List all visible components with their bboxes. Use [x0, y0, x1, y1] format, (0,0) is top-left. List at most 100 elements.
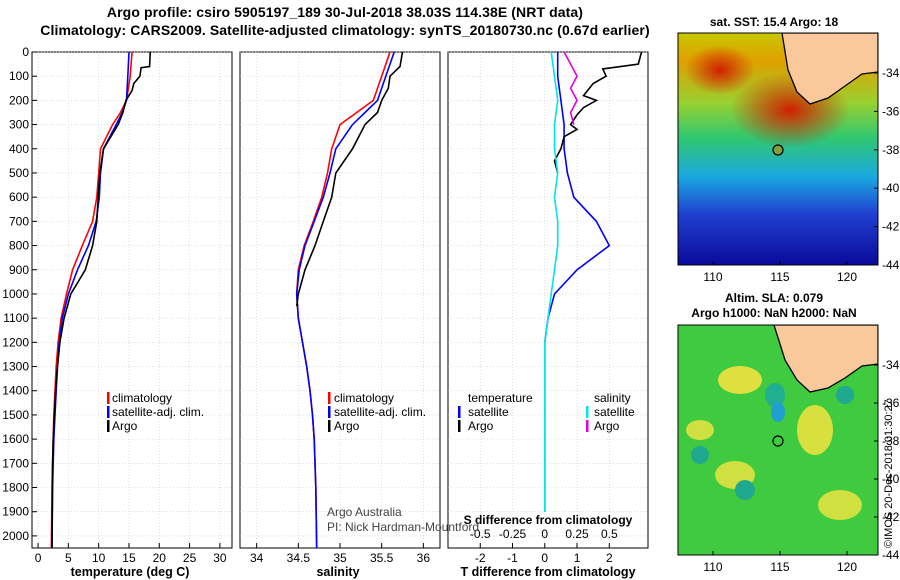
legend-satellite-label: satellite-adj. clim. [334, 405, 426, 419]
legend-temp-argo-label: Argo [468, 419, 494, 433]
legend-temp-satellite-label: satellite [468, 405, 509, 419]
sla-anomaly [771, 402, 785, 422]
x-tick-label: 2 [606, 551, 613, 565]
x-tick-label: 0 [541, 551, 548, 565]
map-lon-label: 120 [837, 560, 857, 574]
x-tick-label: 30 [213, 551, 227, 565]
sst-map: sat. SST: 15.4 Argo: 18 -34 -36 -38 -40 -42 -… [677, 15, 900, 284]
series-line-2 [295, 51, 395, 549]
series-line-1 [50, 51, 133, 549]
x-tick-label: 0 [35, 551, 42, 565]
y-tick-label: 900 [9, 263, 29, 277]
legend-argo-label: Argo [334, 419, 360, 433]
sla-anomaly [718, 366, 762, 394]
x-tick-label: 34 [250, 551, 264, 565]
map-lat-label: -44 [882, 548, 900, 562]
map-lon-label: 110 [703, 560, 722, 574]
y-tick-label: 1600 [2, 432, 29, 446]
legend-satellite-swatch [328, 406, 331, 418]
legend-climatology-label: climatology [112, 391, 172, 405]
y-tick-label: 0 [22, 45, 29, 59]
sst-map-title: sat. SST: 15.4 Argo: 18 [710, 15, 839, 29]
y-tick-label: 2000 [2, 529, 29, 543]
legend-climatology-label: climatology [334, 391, 394, 405]
x-tick-label: 5 [65, 551, 72, 565]
map-lon-label: 115 [770, 560, 789, 574]
x2-tick-label: -0.25 [499, 527, 527, 541]
map-lat-label: -36 [882, 396, 900, 410]
x-tick-label: 20 [153, 551, 167, 565]
y-tick-label: 1400 [2, 384, 29, 398]
x-tick-label: 36 [417, 551, 431, 565]
y-tick-label: 1900 [2, 505, 29, 519]
series-line-4 [563, 51, 578, 125]
map-lat-label: -40 [882, 181, 900, 195]
figure-title-line2: Climatology: CARS2009. Satellite-adjuste… [40, 22, 650, 38]
x-tick-label: -2 [475, 551, 486, 565]
credit-line2: PI: Nick Hardman-Mountford [327, 520, 479, 534]
y-tick-label: 100 [9, 69, 29, 83]
sla-anomaly [765, 383, 785, 407]
sla-anomaly [836, 386, 854, 404]
x-tick-label: 35.5 [370, 551, 394, 565]
legend-salinity-title: salinity [594, 391, 631, 405]
x2-tick-label: 0 [541, 527, 548, 541]
map-lat-label: -34 [882, 358, 900, 372]
y-tick-label: 1500 [2, 408, 29, 422]
sla-map-subtitle: Argo h1000: NaN h2000: NaN [691, 306, 856, 320]
difference-legend: temperature satellite Argo salinity sate… [458, 391, 635, 433]
legend-temperature-title: temperature [468, 391, 533, 405]
temperature-legend: climatology satellite-adj. clim. Argo [107, 391, 204, 433]
legend-sal-satellite-label: satellite [594, 405, 635, 419]
y-tick-label: 700 [9, 214, 29, 228]
series-line-3 [51, 51, 151, 549]
x-tick-label: 15 [122, 551, 136, 565]
sla-anomaly [691, 446, 709, 464]
sla-anomaly [797, 405, 833, 455]
y-tick-label: 600 [9, 190, 29, 204]
series-line-3 [543, 51, 559, 512]
y-tick-label: 200 [9, 93, 29, 107]
sla-map-title: Altim. SLA: 0.079 [725, 291, 823, 305]
map-lon-label: 115 [770, 270, 789, 284]
map-lat-label: -38 [882, 143, 900, 157]
x-tick-label: -1 [507, 551, 518, 565]
x-tick-label: 35 [333, 551, 347, 565]
difference-axes-frame [447, 51, 649, 549]
legend-temp-argo-swatch [458, 420, 461, 432]
sla-land [773, 325, 878, 393]
x2-tick-label: -0.5 [470, 527, 491, 541]
y-tick-label: 1000 [2, 287, 29, 301]
map-lat-label: -44 [882, 258, 900, 272]
legend-sal-argo-swatch [586, 420, 589, 432]
legend-satellite-swatch [107, 406, 110, 418]
y-tick-label: 1700 [2, 456, 29, 470]
x-tick-label: 25 [183, 551, 197, 565]
map-lat-label: -38 [882, 434, 900, 448]
figure-title-line1: Argo profile: csiro 5905197_189 30-Jul-2… [106, 4, 584, 20]
sla-map-frame [677, 324, 879, 556]
map-lat-label: -34 [882, 66, 900, 80]
salinity-legend: climatology satellite-adj. clim. Argo [328, 391, 426, 433]
x2-tick-label: 0.25 [565, 527, 589, 541]
map-lat-label: -36 [882, 104, 900, 118]
imos-timestamp: ©IMOS 20-Dec-2018 01:30:27 [883, 399, 895, 548]
series-line-1 [295, 51, 391, 549]
y-tick-label: 1200 [2, 335, 29, 349]
credit-line1: Argo Australia [327, 505, 402, 519]
map-lat-label: -40 [882, 472, 900, 486]
temperature-xlabel: temperature (deg C) [71, 565, 190, 579]
sst-map-frame [677, 32, 879, 266]
y-tick-label: 1800 [2, 481, 29, 495]
map-lon-label: 120 [837, 270, 857, 284]
x-tick-label: 34.5 [287, 551, 311, 565]
map-lat-label: -42 [882, 510, 900, 524]
temperature-panel: 0 5 10 15 20 25 300100200300400500600700800900… [2, 45, 233, 579]
legend-temp-satellite-swatch [458, 406, 461, 418]
y-tick-label: 500 [9, 166, 29, 180]
y-tick-label: 800 [9, 239, 29, 253]
legend-argo-swatch [328, 420, 331, 432]
t-difference-xlabel: T difference from climatology [460, 565, 635, 579]
legend-sal-argo-label: Argo [594, 419, 620, 433]
